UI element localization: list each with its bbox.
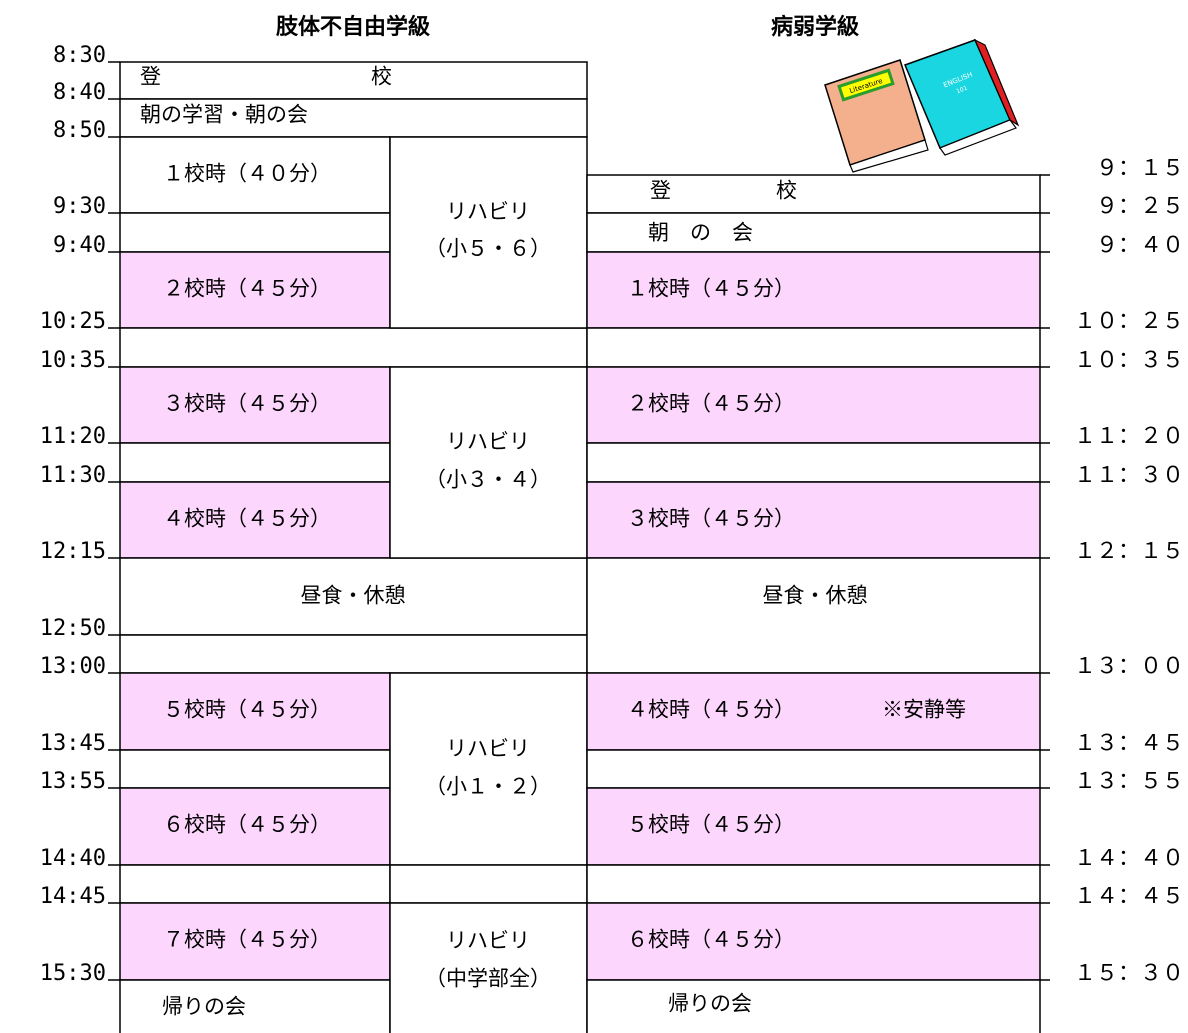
cell-text: リハビリ [446,929,530,953]
cell-text: 登 校 [140,65,392,89]
book-label: 101 [955,85,968,96]
cell-text: （小１・２） [425,775,551,799]
cell-text: １校時（４５分） [627,277,795,301]
cell-text: 昼食・休憩 [763,584,868,608]
cell-text: 登 校 [650,179,797,203]
cell [389,672,588,866]
time-label: １３：４５ [1074,731,1184,756]
cell [586,212,1041,253]
time-label: ９：４０ [1096,233,1184,258]
header: 病弱学級 [771,14,859,40]
time-label: １４：４０ [1074,846,1184,871]
time-label: １０：３５ [1074,348,1184,373]
cell [586,902,1041,981]
cell [119,634,588,674]
cell-text: 昼食・休憩 [301,584,406,608]
cell-text: ６校時（４５分） [163,813,331,837]
time-label: 14:40 [40,846,106,871]
time-label: 15:30 [40,961,106,986]
cell-text: （小３・４） [425,468,551,492]
cell-text: ５校時（４５分） [627,813,795,837]
cell [586,672,1041,751]
time-label: １１：２０ [1074,424,1184,449]
cell [586,442,1041,483]
cell [119,902,391,981]
cell-text: 帰りの会 [162,995,246,1019]
cell [119,481,391,559]
time-label: 13:00 [40,654,106,679]
cell-text: リハビリ [446,737,530,761]
time-label: 13:55 [40,769,106,794]
cell [119,327,588,368]
cell-text: ６校時（４５分） [627,928,795,952]
cell-text: ２校時（４５分） [627,392,795,416]
cell-text: 朝 の 会 [648,221,753,245]
cell [119,787,391,866]
cell [586,864,1041,904]
header: 肢体不自由学級 [276,14,430,40]
cell [586,327,1041,368]
time-label: １１：３０ [1074,463,1184,488]
time-label: 10:25 [40,309,106,334]
time-label: １２：１５ [1074,539,1184,564]
time-label: １３：００ [1074,654,1184,679]
cell-text: （中学部全） [425,967,551,991]
time-label: １３：５５ [1074,769,1184,794]
cell [119,672,391,751]
cell [119,864,391,904]
cell [586,174,1041,214]
time-label: 9:40 [53,233,106,258]
cell-text: ※安静等 [882,698,966,722]
time-label: 14:45 [40,884,106,909]
cell-text: 帰りの会 [668,992,752,1016]
cell-text: ５校時（４５分） [163,698,331,722]
cell [389,864,588,904]
cell-text: ７校時（４５分） [163,928,331,952]
cell [586,557,1041,674]
time-label: 8:50 [53,118,106,143]
cell [586,481,1041,559]
books-illustration [824,38,1020,173]
cell [119,251,391,329]
cell-text: リハビリ [446,200,530,224]
cell [389,366,588,559]
cell-text: 朝の学習・朝の会 [140,103,308,127]
cell [586,251,1041,329]
time-label: 11:20 [40,424,106,449]
cell-text: ３校時（４５分） [627,507,795,531]
time-label: ９：１５ [1096,156,1184,181]
cell-text: ４校時（４５分） [627,698,795,722]
cell-text: ２校時（４５分） [163,277,331,301]
time-label: 8:40 [53,80,106,105]
time-label: １４：４５ [1074,884,1184,909]
time-label: 12:15 [40,539,106,564]
cell-text: （小５・６） [425,237,551,261]
cell-text: ３校時（４５分） [163,392,331,416]
cell [586,979,1041,1033]
cell [119,442,391,483]
cell [119,98,588,138]
cell [586,366,1041,444]
cell-text: １校時（４０分） [163,162,331,186]
time-label: １５：３０ [1074,961,1184,986]
time-label: 8:30 [53,43,106,68]
time-label: 10:35 [40,348,106,373]
time-label: 9:30 [53,194,106,219]
time-label: 11:30 [40,463,106,488]
time-label: 12:50 [40,616,106,641]
cell [389,136,588,329]
time-label: 13:45 [40,731,106,756]
cell [119,749,391,789]
cell [119,212,391,253]
time-label: １０：２５ [1074,309,1184,334]
time-label: ９：２５ [1096,194,1184,219]
cell-text: ４校時（４５分） [163,507,331,531]
cell-text: リハビリ [446,430,530,454]
cell [119,979,391,1033]
cell [586,749,1041,789]
